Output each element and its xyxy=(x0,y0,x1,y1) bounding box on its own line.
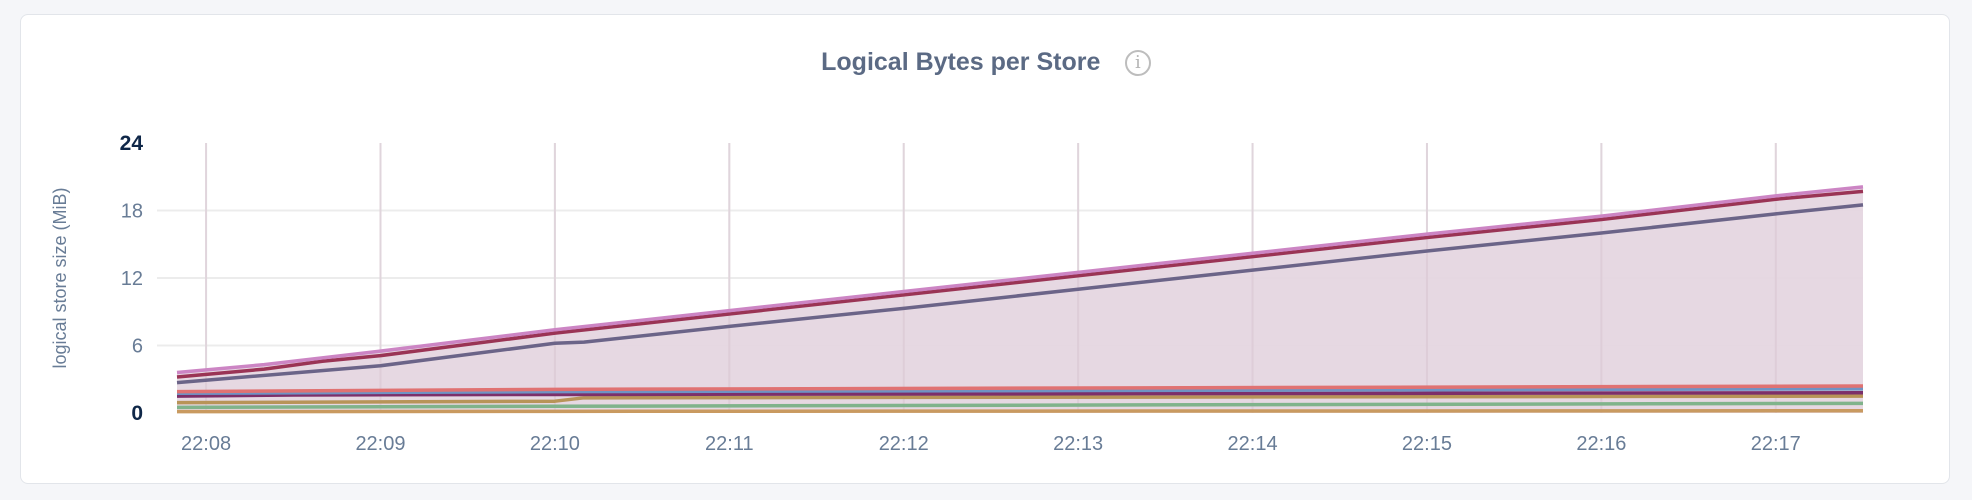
series-line xyxy=(176,203,1864,385)
info-icon[interactable]: i xyxy=(1124,49,1151,76)
series-line xyxy=(176,401,1864,410)
series-line xyxy=(176,384,1864,394)
series-line xyxy=(176,391,1864,398)
series-line xyxy=(176,409,1864,414)
y-tick-label: 18 xyxy=(121,201,143,223)
y-axis-title: logical store size (MiB) xyxy=(50,187,70,368)
x-tick-label: 22:14 xyxy=(1228,433,1278,455)
x-tick-label: 22:11 xyxy=(705,433,754,455)
x-tick-label: 22:12 xyxy=(879,433,929,455)
series-line xyxy=(176,189,1864,379)
x-tick-label: 22:08 xyxy=(181,433,231,455)
areas xyxy=(177,143,1863,413)
chart-header: Logical Bytes per Store i xyxy=(0,48,1972,77)
y-tick-label: 12 xyxy=(121,268,143,290)
series-lines xyxy=(176,185,1864,414)
x-tick-label: 22:13 xyxy=(1053,433,1103,455)
y-tick-label: 24 xyxy=(120,132,144,155)
x-tick-label: 22:09 xyxy=(355,433,405,455)
series-line xyxy=(176,394,1864,405)
chart-title: Logical Bytes per Store xyxy=(821,48,1101,76)
series-line xyxy=(176,387,1864,396)
x-tick-label: 22:10 xyxy=(530,433,580,455)
series-area xyxy=(177,186,1863,413)
x-tick-label: 22:15 xyxy=(1402,433,1452,455)
y-tick-label: 0 xyxy=(131,402,143,425)
y-axis-ticks: 0 6 12 18 24 xyxy=(120,132,144,425)
x-tick-label: 22:17 xyxy=(1751,433,1801,455)
y-tick-label: 6 xyxy=(132,336,143,358)
series-line xyxy=(176,185,1864,375)
x-axis-ticks: 22:08 22:09 22:10 22:11 22:12 22:13 22:14 22:15… xyxy=(181,433,1801,455)
x-tick-label: 22:16 xyxy=(1576,433,1626,455)
